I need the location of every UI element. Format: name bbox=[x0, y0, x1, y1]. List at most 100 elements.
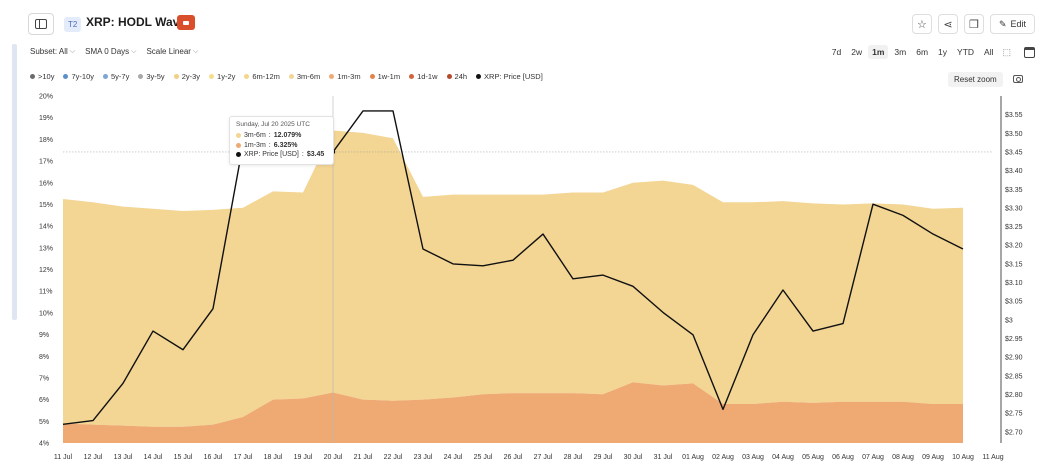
x-tick-label: 01 Aug bbox=[682, 454, 704, 461]
sidebar-toggle-button[interactable] bbox=[28, 13, 54, 35]
y-right-tick-label: $2.80 bbox=[1005, 392, 1023, 399]
range-1m[interactable]: 1m bbox=[868, 45, 889, 59]
y-right-tick-label: $2.70 bbox=[1005, 429, 1023, 436]
y-right-tick-label: $3.10 bbox=[1005, 280, 1023, 287]
y-right-tick-label: $2.95 bbox=[1005, 336, 1023, 343]
range-2w[interactable]: 2w bbox=[851, 47, 863, 57]
y-tick-label: 13% bbox=[39, 245, 53, 252]
x-tick-label: 09 Aug bbox=[922, 454, 944, 461]
range-6m[interactable]: 6m bbox=[916, 47, 929, 57]
x-tick-label: 03 Aug bbox=[742, 454, 764, 461]
y-tick-label: 14% bbox=[39, 224, 53, 231]
chart-legend: >10y 7y-10y 5y-7y 3y-5y 2y-3y 1y-2y 6m-12m 3m-6… bbox=[30, 72, 543, 81]
subset-label: Subset: All bbox=[30, 47, 68, 56]
camera-icon[interactable] bbox=[1013, 75, 1023, 83]
range-7d[interactable]: 7d bbox=[831, 47, 842, 57]
legend-dot bbox=[288, 74, 294, 79]
x-tick-label: 25 Jul bbox=[474, 454, 493, 461]
x-tick-label: 24 Jul bbox=[444, 454, 463, 461]
y-tick-label: 12% bbox=[39, 267, 53, 274]
legend-dot bbox=[30, 74, 35, 79]
y-tick-label: 7% bbox=[39, 375, 49, 382]
reset-zoom-button[interactable]: Reset zoom bbox=[948, 72, 1003, 87]
y-tick-label: 9% bbox=[39, 332, 49, 339]
y-right-tick-label: $3 bbox=[1005, 317, 1013, 324]
tooltip-value: 12.079% bbox=[273, 132, 302, 139]
x-tick-label: 19 Jul bbox=[294, 454, 313, 461]
range-selector: 7d 2w 1m 3m 6m 1y YTD All ⬚ bbox=[828, 45, 1035, 59]
legend-item[interactable]: 1y-2y bbox=[209, 72, 235, 81]
y-right-tick-label: $3.30 bbox=[1005, 205, 1023, 212]
y-right-tick-label: $3.40 bbox=[1005, 168, 1023, 175]
legend-item[interactable]: 3m-6m bbox=[288, 72, 321, 81]
page-title: XRP: HODL Waves bbox=[86, 15, 193, 29]
legend-label: >10y bbox=[38, 72, 55, 81]
legend-dot bbox=[103, 74, 108, 79]
legend-item[interactable]: 1d-1w bbox=[409, 72, 438, 81]
star-icon[interactable]: ☆ bbox=[911, 14, 932, 34]
y-tick-label: 6% bbox=[39, 397, 49, 404]
x-tick-label: 07 Aug bbox=[862, 454, 884, 461]
video-icon[interactable] bbox=[177, 15, 195, 30]
range-3m[interactable]: 3m bbox=[894, 47, 907, 57]
x-tick-label: 16 Jul bbox=[204, 454, 223, 461]
legend-item[interactable]: XRP: Price [USD] bbox=[476, 72, 543, 81]
legend-label: 5y-7y bbox=[111, 72, 130, 81]
chevron-down-icon: ⌵ bbox=[192, 47, 199, 55]
tooltip-row: 1m-3m: 6.325% bbox=[236, 141, 327, 151]
legend-item[interactable]: 1w-1m bbox=[369, 72, 400, 81]
share-icon[interactable]: ⋖ bbox=[937, 14, 958, 34]
zoom-range-icon[interactable]: ⬚ bbox=[1002, 46, 1011, 57]
edit-button[interactable]: ✎ Edit bbox=[989, 14, 1035, 34]
legend-dot bbox=[446, 74, 452, 79]
legend-item[interactable]: 5y-7y bbox=[103, 72, 129, 81]
y-right-tick-label: $3.05 bbox=[1005, 299, 1023, 306]
range-ytd[interactable]: YTD bbox=[957, 47, 975, 57]
range-1y[interactable]: 1y bbox=[938, 47, 948, 57]
x-tick-label: 21 Jul bbox=[354, 454, 373, 461]
area-3m-6m bbox=[63, 130, 963, 427]
tooltip-series: 1m-3m bbox=[244, 141, 266, 149]
copy-icon[interactable]: ❐ bbox=[963, 14, 984, 34]
legend-label: 1d-1w bbox=[417, 72, 438, 81]
legend-label: 3m-6m bbox=[296, 72, 321, 81]
legend-dot bbox=[409, 74, 415, 79]
x-tick-label: 02 Aug bbox=[712, 454, 734, 461]
legend-dot bbox=[244, 74, 250, 79]
top-bar: T2 XRP: HODL Waves ☆ ⋖ ❐ ✎ Edit bbox=[0, 0, 1047, 44]
x-tick-label: 17 Jul bbox=[234, 454, 253, 461]
pencil-icon: ✎ bbox=[998, 19, 1007, 29]
calendar-icon[interactable] bbox=[1024, 46, 1035, 58]
legend-item[interactable]: 1m-3m bbox=[329, 72, 361, 81]
range-all[interactable]: All bbox=[984, 47, 994, 57]
legend-label: 7y-10y bbox=[71, 72, 94, 81]
legend-item[interactable]: 2y-3y bbox=[173, 72, 200, 81]
legend-item[interactable]: 6m-12m bbox=[244, 72, 280, 81]
tooltip-series: XRP: Price [USD] bbox=[244, 151, 299, 158]
y-right-tick-label: $2.90 bbox=[1005, 355, 1023, 362]
scrollbar[interactable] bbox=[12, 44, 17, 320]
y-right-tick-label: $2.85 bbox=[1005, 373, 1023, 380]
x-tick-label: 15 Jul bbox=[174, 454, 193, 461]
y-right-tick-label: $3.35 bbox=[1005, 187, 1023, 194]
y-tick-label: 8% bbox=[39, 354, 49, 361]
tooltip-date: Sunday, Jul 20 2025 UTC bbox=[236, 121, 310, 128]
legend-item[interactable]: 3y-5y bbox=[138, 72, 165, 81]
legend-dot bbox=[369, 74, 375, 79]
chevron-down-icon: ⌵ bbox=[131, 47, 137, 55]
legend-item[interactable]: 24h bbox=[446, 72, 467, 81]
sma-dropdown[interactable]: SMA 0 Days ⌵ bbox=[85, 47, 136, 56]
y-right-tick-label: $3.50 bbox=[1005, 131, 1023, 138]
x-tick-label: 06 Aug bbox=[832, 454, 854, 461]
x-tick-label: 26 Jul bbox=[504, 454, 523, 461]
x-tick-label: 23 Jul bbox=[414, 454, 433, 461]
scale-dropdown[interactable]: Scale Linear ⌵ bbox=[146, 47, 198, 56]
x-tick-label: 04 Aug bbox=[772, 454, 794, 461]
tier-badge: T2 bbox=[64, 17, 82, 32]
legend-item[interactable]: 7y-10y bbox=[63, 72, 94, 81]
legend-dot bbox=[209, 74, 215, 79]
y-right-tick-label: $3.20 bbox=[1005, 243, 1023, 250]
subset-dropdown[interactable]: Subset: All ⌵ bbox=[30, 47, 75, 56]
legend-item[interactable]: >10y bbox=[30, 72, 54, 81]
